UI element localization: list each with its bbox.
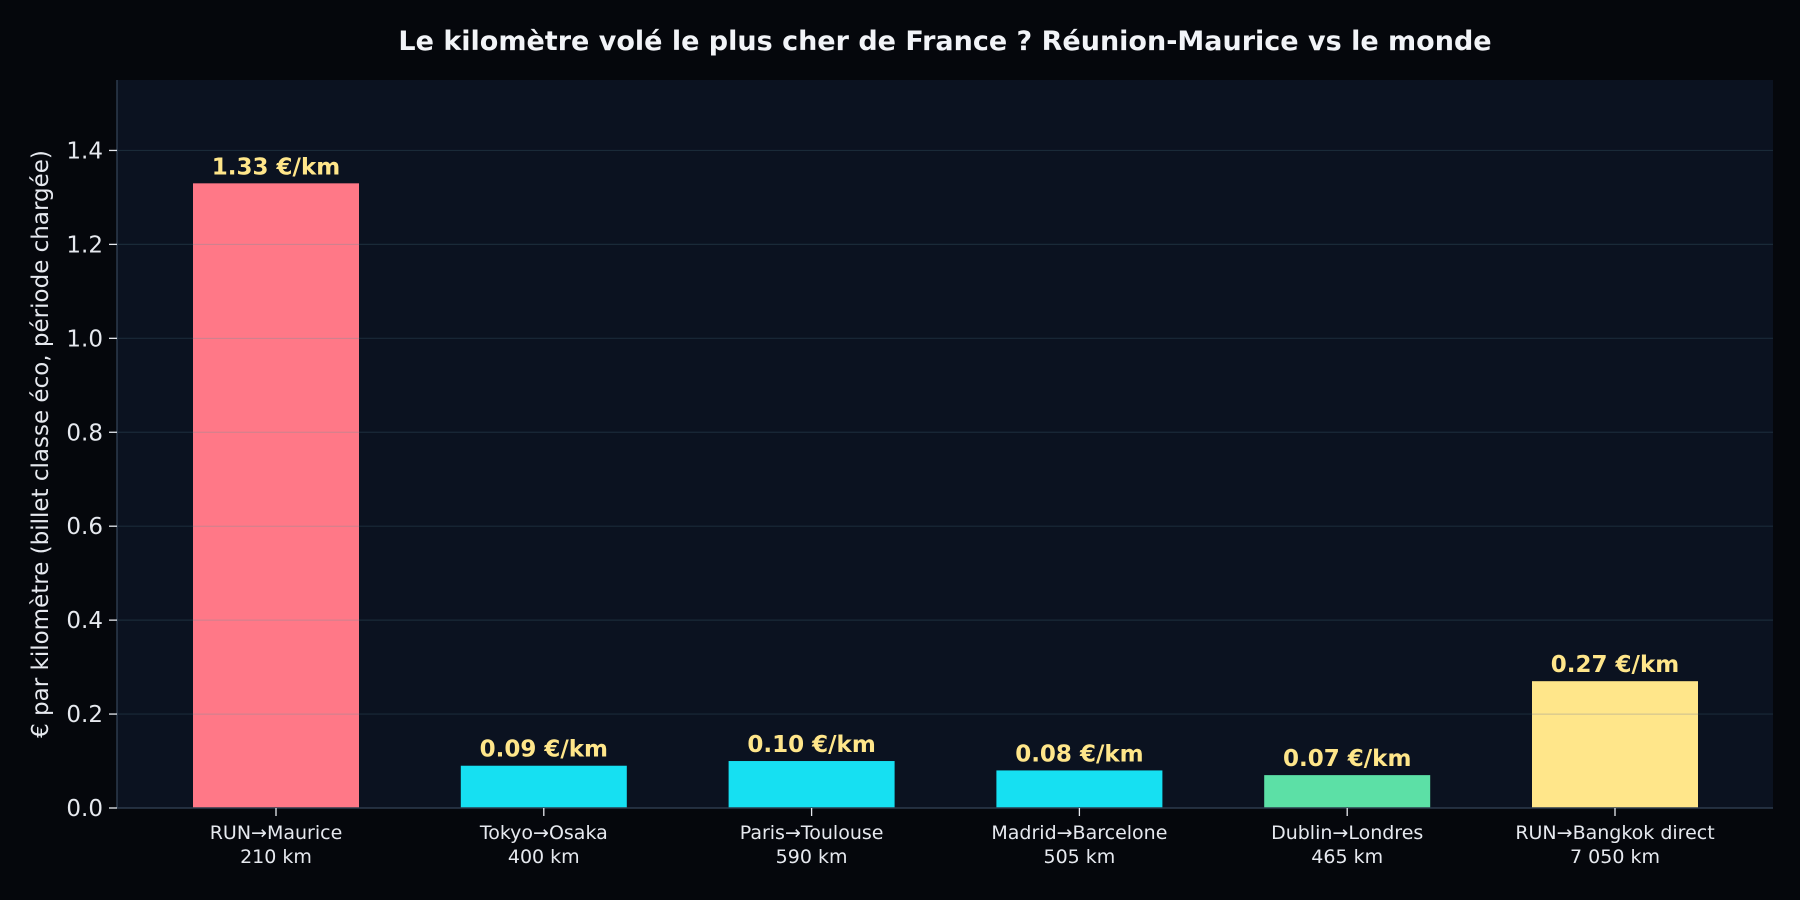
data-label: 1.33 €/km: [212, 154, 340, 180]
y-tick-label: 0.0: [66, 796, 103, 822]
data-label: 0.10 €/km: [747, 732, 875, 758]
bar: [1532, 681, 1698, 808]
y-ticks: 0.0 0.2 0.4 0.6 0.8 1.0 1.2 1.4: [66, 138, 117, 822]
x-tick-label-distance: 465 km: [1311, 846, 1383, 868]
chart-title: Le kilomètre volé le plus cher de France…: [398, 26, 1491, 57]
data-label: 0.09 €/km: [480, 737, 608, 763]
y-tick-label: 0.8: [66, 420, 103, 446]
x-tick-label-route: RUN→Bangkok direct: [1515, 822, 1714, 844]
y-tick-label: 0.6: [66, 514, 103, 540]
x-tick-label-distance: 590 km: [776, 846, 848, 868]
data-labels: 1.33 €/km 0.09 €/km 0.10 €/km 0.08 €/km 0.07…: [212, 154, 1679, 772]
y-tick-label: 1.4: [66, 138, 103, 164]
x-tick-label-route: RUN→Maurice: [210, 822, 343, 844]
data-label: 0.08 €/km: [1015, 741, 1143, 767]
x-tick-label-route: Paris→Toulouse: [740, 822, 884, 844]
y-tick-label: 1.2: [66, 232, 103, 258]
x-tick-label-route: Madrid→Barcelone: [991, 822, 1167, 844]
grid-lines: [117, 149, 1773, 715]
x-tick-label-distance: 210 km: [240, 846, 312, 868]
bars: [193, 183, 1698, 808]
bar: [728, 761, 895, 808]
data-label: 0.07 €/km: [1283, 746, 1411, 772]
y-tick-label: 0.4: [66, 608, 103, 634]
bar: [996, 770, 1163, 808]
plot-area: [117, 80, 1773, 808]
bar: [193, 183, 359, 808]
y-tick-label: 1.0: [66, 326, 103, 352]
data-label: 0.27 €/km: [1551, 652, 1679, 678]
y-axis-label: € par kilomètre (billet classe éco, péri…: [28, 150, 54, 738]
x-tick-label-distance: 505 km: [1043, 846, 1115, 868]
x-tick-label-distance: 400 km: [508, 846, 580, 868]
bar: [1264, 775, 1431, 808]
x-tick-label-distance: 7 050 km: [1570, 846, 1660, 868]
x-tick-label-route: Tokyo→Osaka: [479, 822, 608, 844]
x-tick-label-route: Dublin→Londres: [1271, 822, 1423, 844]
y-tick-label: 0.2: [66, 702, 103, 728]
axes: [116, 80, 1773, 809]
bar: [460, 765, 627, 808]
